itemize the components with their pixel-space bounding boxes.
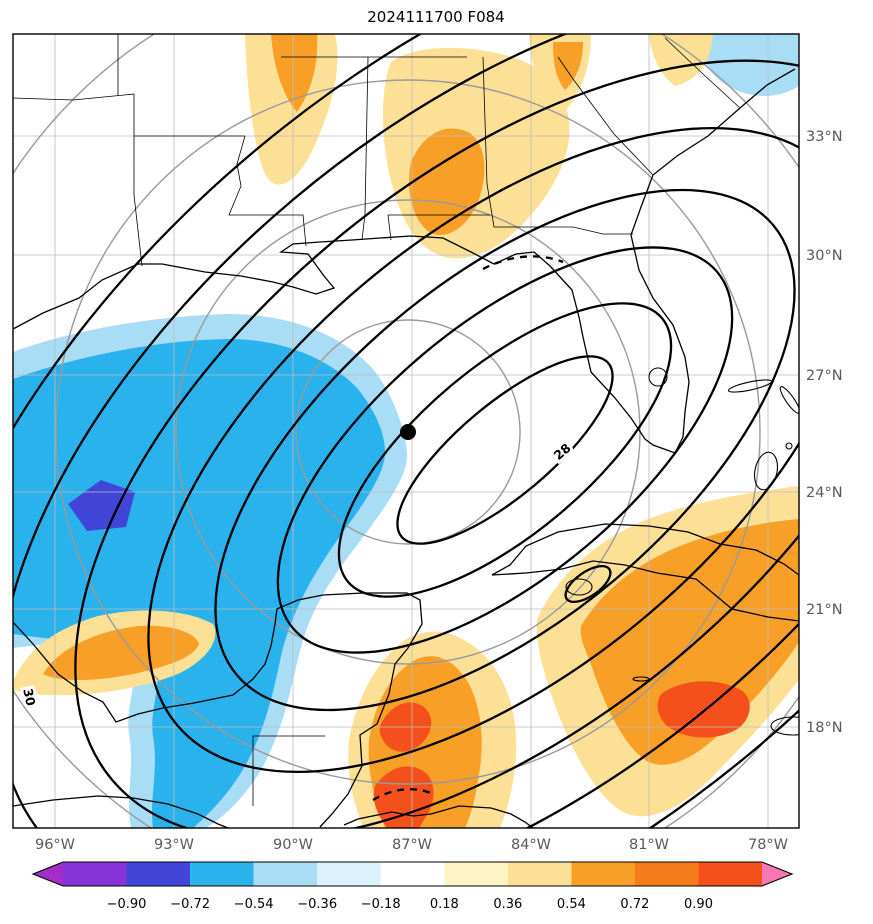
range-ring-3: [55, 79, 761, 785]
graticule: [13, 34, 799, 828]
colorbar-tick-3: −0.36: [297, 897, 337, 912]
colorbar-outline: [31, 861, 794, 887]
colorbar-tick-2: −0.54: [234, 897, 274, 912]
gridlines: [13, 34, 799, 828]
lat-tick-27n: 27°N: [806, 368, 843, 384]
contour-line-4: [214, 188, 796, 712]
contour-line-2: [337, 302, 673, 598]
plot-title: 2024111700 F084: [367, 8, 504, 26]
lat-tick-21n: 21°N: [806, 602, 843, 618]
colorbar: −0.90 −0.72 −0.54 −0.36 −0.18 0.18 0.36 …: [31, 861, 794, 912]
anomaly-fill-indigo: [68, 480, 135, 531]
positive-core-louisiana: [271, 34, 318, 112]
colorbar-segment-8: [507, 862, 572, 886]
colorbar-tick-0: −0.90: [107, 897, 147, 912]
colorbar-segment-6: [380, 862, 445, 886]
lon-tick-96w: 96°W: [35, 837, 75, 853]
lon-tick-93w: 93°W: [154, 837, 194, 853]
positive-core-georgia: [553, 42, 583, 90]
negative-anomaly-max: [68, 480, 135, 531]
colorbar-segment-4: [253, 862, 318, 886]
lat-tick-33n: 33°N: [806, 129, 843, 145]
colorbar-segment-3: [190, 862, 254, 886]
state-borders: [13, 34, 741, 806]
contour-line-3: [276, 246, 734, 654]
lon-tick-90w: 90°W: [273, 837, 313, 853]
anomaly-fill-bright-blue: [13, 339, 385, 828]
colorbar-tick-8: 0.72: [620, 897, 649, 912]
colorbar-tick-7: 0.54: [557, 897, 586, 912]
contour-closed-small: [564, 564, 612, 604]
contour-line-1: [396, 355, 614, 545]
coastline-pacific-mexico: [13, 795, 229, 828]
lon-tick-81w: 81°W: [629, 837, 669, 853]
coastline-mexico-yucatan: [13, 592, 423, 828]
axis-labels: 96°W 93°W 90°W 87°W 84°W 81°W 78°W 33°N …: [35, 129, 843, 853]
coastline-honduras: [343, 805, 534, 828]
lat-tick-30n: 30°N: [806, 248, 843, 264]
lake-okeechobee: [648, 367, 668, 387]
colorbar-segment-5: [317, 862, 381, 886]
contour-dashed-2: [372, 788, 434, 801]
colorbar-arrow-low: [33, 862, 63, 886]
colorbar-tick-9: 0.90: [684, 897, 713, 912]
colorbar-tick-5: 0.18: [430, 897, 459, 912]
positive-core-mexico: [43, 625, 199, 680]
contour-dashed-1: [482, 255, 564, 271]
negative-anomaly-core: [13, 339, 385, 828]
island-new-providence: [785, 442, 793, 450]
colorbar-segment-1: [63, 862, 127, 886]
coastline-cuba: [491, 523, 799, 622]
positive-core-alabama: [409, 128, 485, 236]
island-abaco: [779, 386, 799, 414]
range-ring-1: [295, 319, 521, 545]
island-andros: [753, 451, 779, 491]
positive-anomaly-carolinas: [649, 34, 713, 86]
positive-anomaly-louisiana: [245, 34, 338, 185]
colorbar-segment-2: [126, 862, 191, 886]
colorbar-segment-10: [634, 862, 699, 886]
contour-line-5: [147, 127, 799, 773]
center-marker-dot: [400, 424, 416, 440]
map-border: [12, 33, 800, 829]
lon-tick-84w: 84°W: [511, 837, 551, 853]
colorbar-arrow-high: [762, 862, 792, 886]
coastline-us-gulf-atlantic: [13, 68, 796, 454]
colorbar-tick-labels: −0.90 −0.72 −0.54 −0.36 −0.18 0.18 0.36 …: [107, 897, 713, 912]
colorbar-segment-7: [444, 862, 508, 886]
lon-tick-87w: 87°W: [392, 837, 432, 853]
colorbar-segment-9: [571, 862, 635, 886]
lat-tick-18n: 18°N: [806, 720, 843, 736]
range-rings: [13, 34, 799, 828]
lat-tick-24n: 24°N: [806, 485, 843, 501]
colorbar-tick-1: −0.72: [170, 897, 210, 912]
colorbar-segment-11: [698, 862, 762, 886]
geography: [13, 34, 799, 828]
colorbar-tick-6: 0.36: [493, 897, 522, 912]
negative-anomaly-atlantic: [695, 34, 799, 97]
island-isle-of-youth: [565, 578, 593, 596]
island-cayman: [632, 676, 650, 682]
colorbar-tick-4: −0.18: [361, 897, 401, 912]
positive-max-caribbean: [657, 681, 750, 738]
lon-tick-78w: 78°W: [748, 837, 788, 853]
